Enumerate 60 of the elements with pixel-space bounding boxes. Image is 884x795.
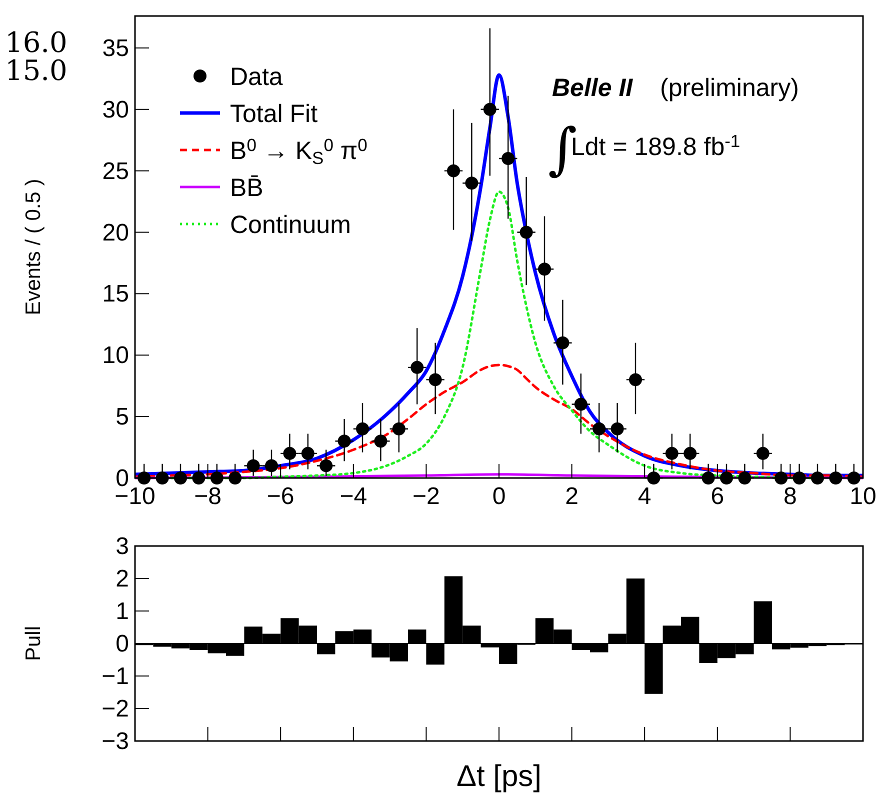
x-tick-label: 8: [784, 483, 797, 510]
y-tick-label: 2: [116, 566, 129, 592]
y-tick-label: 10: [102, 342, 129, 370]
point: [338, 434, 351, 448]
point: [610, 422, 624, 436]
y-tick-label: 5: [116, 404, 129, 431]
annotation: (preliminary): [660, 74, 799, 102]
y-tick-label: −3: [102, 728, 129, 755]
y-tick-label: 20: [102, 219, 129, 246]
point: [592, 422, 606, 436]
x-tick-label: 4: [638, 483, 652, 510]
x-tick-label: 6: [710, 483, 724, 510]
point: [665, 446, 678, 460]
point: [428, 373, 442, 386]
annotation: Belle II: [552, 74, 634, 102]
y-tick-label: 3: [116, 533, 129, 560]
point: [301, 446, 314, 460]
x-tick-label: 0: [492, 483, 506, 510]
point: [574, 398, 588, 411]
point: [320, 459, 333, 472]
x-tick-label: −8: [194, 483, 222, 510]
y-tick-label: −1: [102, 663, 129, 690]
x-tick-label: −2: [412, 483, 440, 510]
point: [556, 336, 570, 350]
x-tick-label: −6: [266, 483, 294, 510]
y-axis-title: Pull: [22, 626, 45, 662]
point: [465, 176, 478, 190]
legend-label: Data: [230, 63, 283, 91]
point: [629, 373, 642, 386]
x-tick-label: −4: [340, 483, 368, 510]
x-tick-label: 10: [850, 483, 876, 510]
line-series: [135, 364, 863, 478]
y-tick-label: −2: [102, 696, 129, 722]
x-axis-title: Δt [ps]: [456, 760, 542, 793]
legend-label: Continuum: [230, 211, 351, 239]
y-tick-label: 1: [116, 598, 129, 625]
point: [756, 446, 770, 460]
point: [392, 422, 406, 436]
x-tick-label: 2: [565, 483, 578, 510]
point: [447, 164, 460, 178]
y-tick-label: 25: [102, 158, 129, 185]
y-tick-label: 30: [102, 96, 129, 124]
point: [502, 152, 515, 166]
point: [483, 102, 496, 116]
y-tick-label: 35: [102, 34, 129, 62]
y-tick-label: 15: [102, 280, 129, 308]
y-axis-title: Events / ( 0.5 ): [22, 178, 45, 316]
point: [246, 459, 260, 472]
point: [265, 459, 278, 472]
point: [356, 422, 369, 436]
legend-label: B$^{0}$ → K$_{S}$$^{0}$ π$^{0}$: [230, 134, 368, 168]
point: [684, 446, 697, 460]
y-tick-label: 0: [116, 630, 129, 658]
point: [538, 262, 551, 276]
point: [374, 434, 388, 448]
point: [283, 446, 296, 460]
legend-label: BB̄: [230, 174, 264, 202]
legend-label: Total Fit: [230, 100, 318, 128]
point: [410, 360, 424, 374]
point: [520, 226, 533, 239]
